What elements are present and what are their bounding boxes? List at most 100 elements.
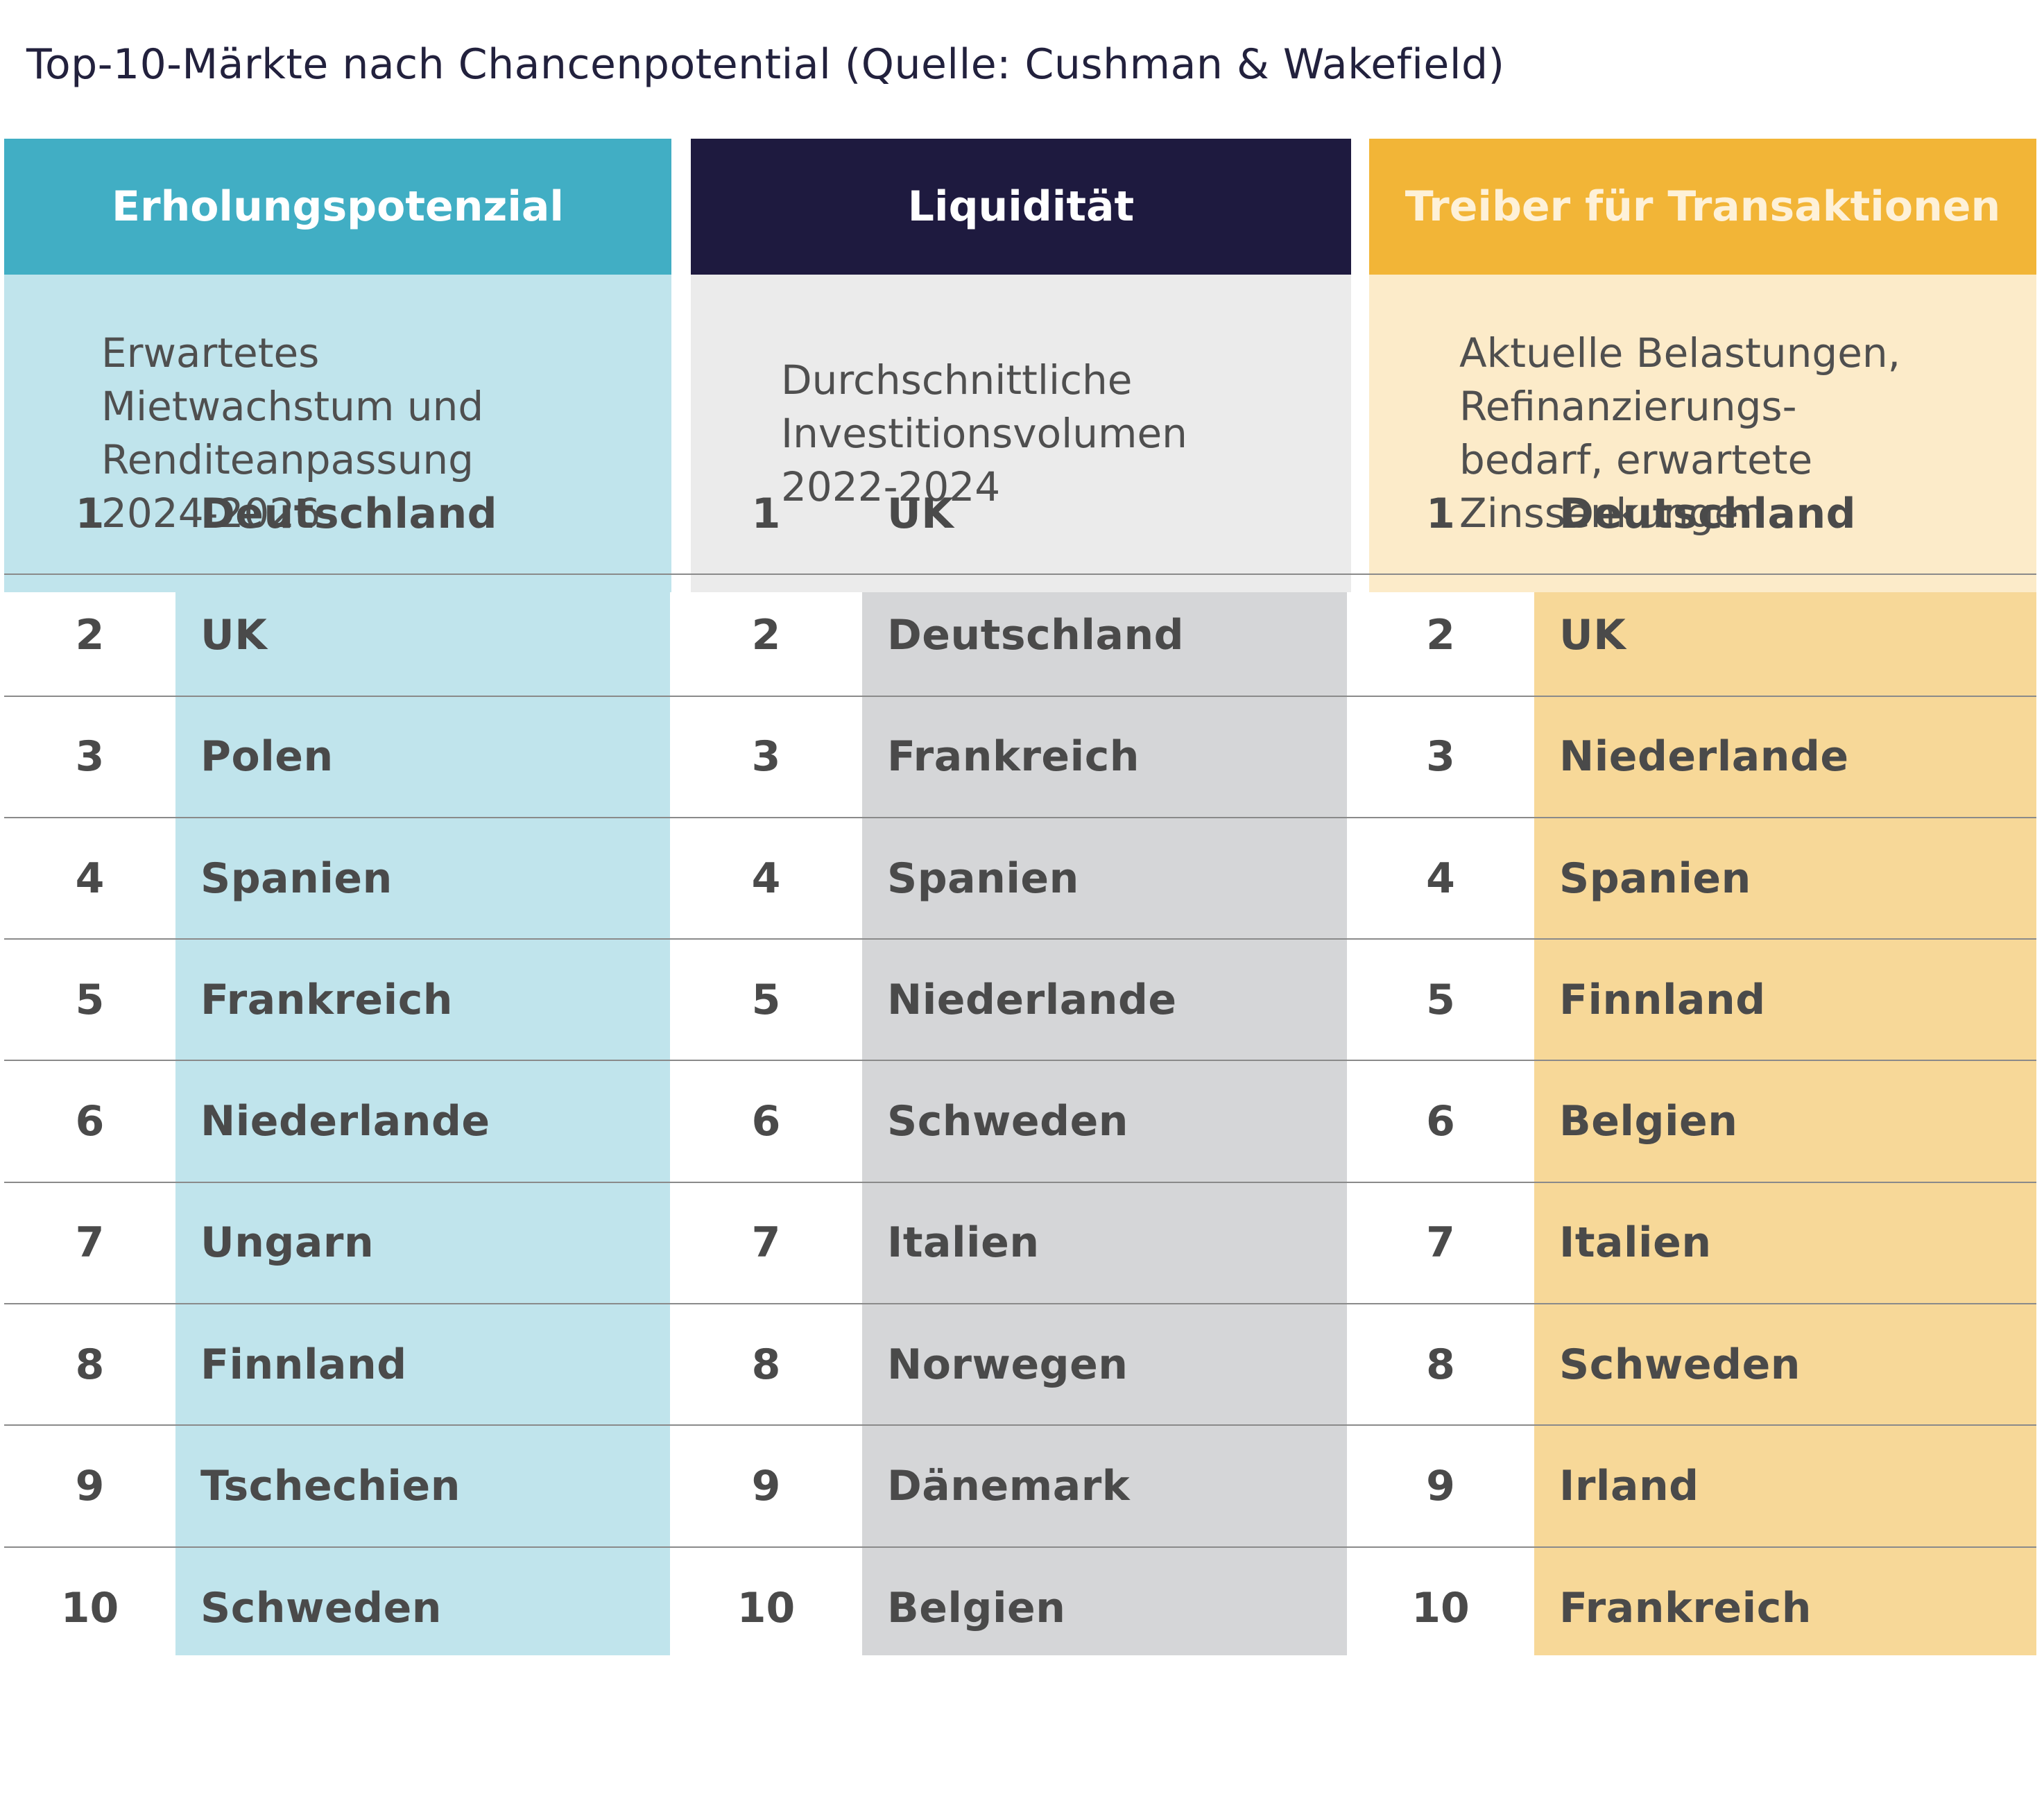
country-name: Deutschland	[887, 610, 1185, 659]
rank-number: 10	[1411, 1584, 1470, 1633]
table-row: 9 Dänemark	[670, 1426, 1347, 1548]
table-row: 2 Deutschland	[670, 575, 1347, 697]
table-row: 4 Spanien	[1347, 818, 2036, 940]
rank-number: 7	[751, 1218, 781, 1268]
table-row: 4 Spanien	[4, 818, 670, 940]
country-name: Tschechien	[200, 1462, 461, 1511]
rank-number: 8	[751, 1340, 781, 1389]
rank-number: 4	[751, 854, 781, 903]
column-header-erholungspotenzial: Erholungspotenzial	[4, 139, 671, 275]
table-row: 8 Norwegen	[670, 1304, 1347, 1426]
country-name: Spanien	[887, 854, 1079, 903]
country-name: Schweden	[887, 1097, 1128, 1146]
rank-number: 6	[751, 1097, 781, 1146]
rank-number: 3	[75, 732, 105, 782]
table-row: 7 Ungarn	[4, 1183, 670, 1305]
rank-number: 2	[751, 610, 781, 659]
country-name: Irland	[1559, 1462, 1699, 1511]
table-row: 7 Italien	[1347, 1183, 2036, 1305]
rank-number: 5	[751, 975, 781, 1024]
rank-number: 10	[737, 1584, 796, 1633]
rank-number: 3	[1426, 732, 1455, 782]
rank-number: 6	[1426, 1097, 1455, 1146]
country-name: Polen	[200, 732, 334, 782]
country-name: Schweden	[200, 1584, 442, 1633]
table-row: 8 Finnland	[4, 1304, 670, 1426]
country-name: Belgien	[887, 1584, 1066, 1633]
table-row: 6 Niederlande	[4, 1062, 670, 1183]
rank-number: 8	[1426, 1340, 1455, 1389]
country-name: Deutschland	[1559, 489, 1857, 538]
country-name: Niederlande	[200, 1097, 490, 1146]
table-row: 6 Schweden	[670, 1062, 1347, 1183]
column-subtitle-text: Durchschnittliche Investitionsvolumen 20…	[781, 356, 1187, 510]
column-subtitle-erholungspotenzial: Erwartetes Mietwachstum und Renditeanpas…	[4, 275, 671, 592]
table-row: 10 Belgien	[670, 1548, 1347, 1669]
table-row: 4 Spanien	[670, 818, 1347, 940]
country-name: Norwegen	[887, 1340, 1128, 1389]
country-name: Schweden	[1559, 1340, 1801, 1389]
column-header-treiber-fuer-transaktionen: Treiber für Transaktionen	[1369, 139, 2036, 275]
table-row: 3 Polen	[4, 697, 670, 818]
table-row: 1 Deutschland	[1347, 454, 2036, 576]
country-band-treiber-fuer-transaktionen	[1534, 454, 2036, 1655]
table-row: 2 UK	[1347, 575, 2036, 697]
rank-number: 1	[1426, 489, 1455, 538]
table-row: 5 Niederlande	[670, 940, 1347, 1062]
rank-number: 5	[1426, 975, 1455, 1024]
table-row: 3 Frankreich	[670, 697, 1347, 818]
country-name: UK	[1559, 610, 1626, 659]
rank-number: 9	[751, 1462, 781, 1511]
rank-number: 6	[75, 1097, 105, 1146]
country-name: Spanien	[200, 854, 393, 903]
rank-number: 8	[75, 1340, 105, 1389]
rank-number: 10	[60, 1584, 119, 1633]
table-row: 5 Frankreich	[4, 940, 670, 1062]
rank-number: 7	[75, 1218, 105, 1268]
table-row: 10 Frankreich	[1347, 1548, 2036, 1669]
country-name: Deutschland	[200, 489, 498, 538]
rank-number: 4	[75, 854, 105, 903]
country-name: UK	[887, 489, 954, 538]
rank-number: 1	[75, 489, 105, 538]
rank-number: 5	[75, 975, 105, 1024]
column-subtitle-text: Aktuelle Belastungen, Refinanzierungs- b…	[1459, 329, 1901, 537]
country-name: Spanien	[1559, 854, 1751, 903]
page-title: Top-10-Märkte nach Chancenpotential (Que…	[26, 40, 1505, 89]
column-subtitle-text: Erwartetes Mietwachstum und Renditeanpas…	[101, 329, 484, 537]
country-name: Italien	[887, 1218, 1040, 1268]
country-name: Finnland	[200, 1340, 407, 1389]
country-name: Finnland	[1559, 975, 1766, 1024]
table-row: 7 Italien	[670, 1183, 1347, 1305]
table-row: 3 Niederlande	[1347, 697, 2036, 818]
rank-number: 3	[751, 732, 781, 782]
column-subtitle-liquiditaet: Durchschnittliche Investitionsvolumen 20…	[691, 275, 1351, 592]
table-row: 5 Finnland	[1347, 940, 2036, 1062]
table-row: 1 UK	[670, 454, 1347, 576]
country-name: Niederlande	[887, 975, 1177, 1024]
rank-number: 9	[75, 1462, 105, 1511]
country-band-erholungspotenzial	[175, 454, 670, 1655]
table-row: 8 Schweden	[1347, 1304, 2036, 1426]
country-name: Belgien	[1559, 1097, 1738, 1146]
column-subtitle-treiber-fuer-transaktionen: Aktuelle Belastungen, Refinanzierungs- b…	[1369, 275, 2036, 592]
rank-number: 1	[751, 489, 781, 538]
table-row: 6 Belgien	[1347, 1062, 2036, 1183]
country-name: UK	[200, 610, 268, 659]
column-header-liquiditaet: Liquidität	[691, 139, 1351, 275]
rank-number: 2	[75, 610, 105, 659]
country-name: Frankreich	[887, 732, 1140, 782]
table-row: 9 Irland	[1347, 1426, 2036, 1548]
country-name: Ungarn	[200, 1218, 375, 1268]
rank-number: 2	[1426, 610, 1455, 659]
table-row: 2 UK	[4, 575, 670, 697]
table-row: 9 Tschechien	[4, 1426, 670, 1548]
country-name: Frankreich	[1559, 1584, 1812, 1633]
rank-number: 7	[1426, 1218, 1455, 1268]
table-row: 10 Schweden	[4, 1548, 670, 1669]
country-name: Frankreich	[200, 975, 453, 1024]
table-row: 1 Deutschland	[4, 454, 670, 576]
rank-number: 4	[1426, 854, 1455, 903]
country-name: Dänemark	[887, 1462, 1131, 1511]
country-name: Niederlande	[1559, 732, 1849, 782]
